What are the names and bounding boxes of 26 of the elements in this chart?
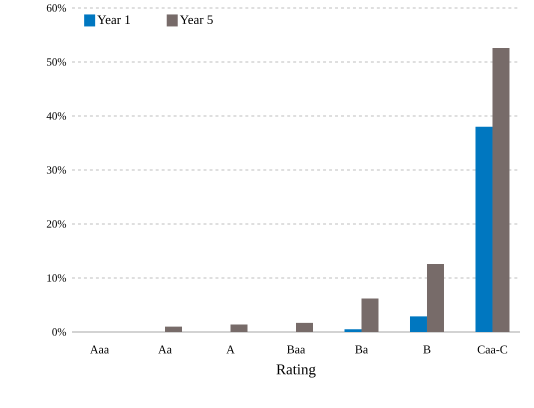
y-tick-label: 30%: [46, 166, 66, 174]
bar: [492, 48, 510, 332]
x-tick-label: Aaa: [90, 346, 109, 354]
x-tick-label: Ba: [355, 346, 368, 354]
x-axis-title: Rating: [276, 364, 316, 378]
x-tick-label: A: [226, 346, 235, 354]
bar: [426, 264, 444, 332]
legend-label: Year 5: [180, 15, 213, 24]
x-tick-label: B: [423, 346, 430, 354]
x-tick-label: Aa: [158, 346, 172, 354]
y-tick-label: 50%: [47, 58, 66, 66]
bar: [410, 316, 427, 332]
y-tick-label: 40%: [46, 112, 66, 120]
y-tick-label: 60%: [46, 4, 66, 12]
legend-label: Year 1: [97, 15, 130, 24]
bar: [361, 298, 378, 332]
bar: [230, 324, 248, 332]
bar: [475, 126, 492, 332]
bar: [344, 329, 362, 332]
y-tick-label: 0%: [52, 328, 66, 336]
x-tick-label: Caa-C: [478, 346, 508, 354]
x-tick-label: Baa: [287, 346, 306, 354]
bar: [296, 322, 313, 332]
y-tick-label: 20%: [46, 220, 66, 228]
bar: [165, 326, 182, 332]
y-tick-label: 10%: [47, 274, 66, 282]
